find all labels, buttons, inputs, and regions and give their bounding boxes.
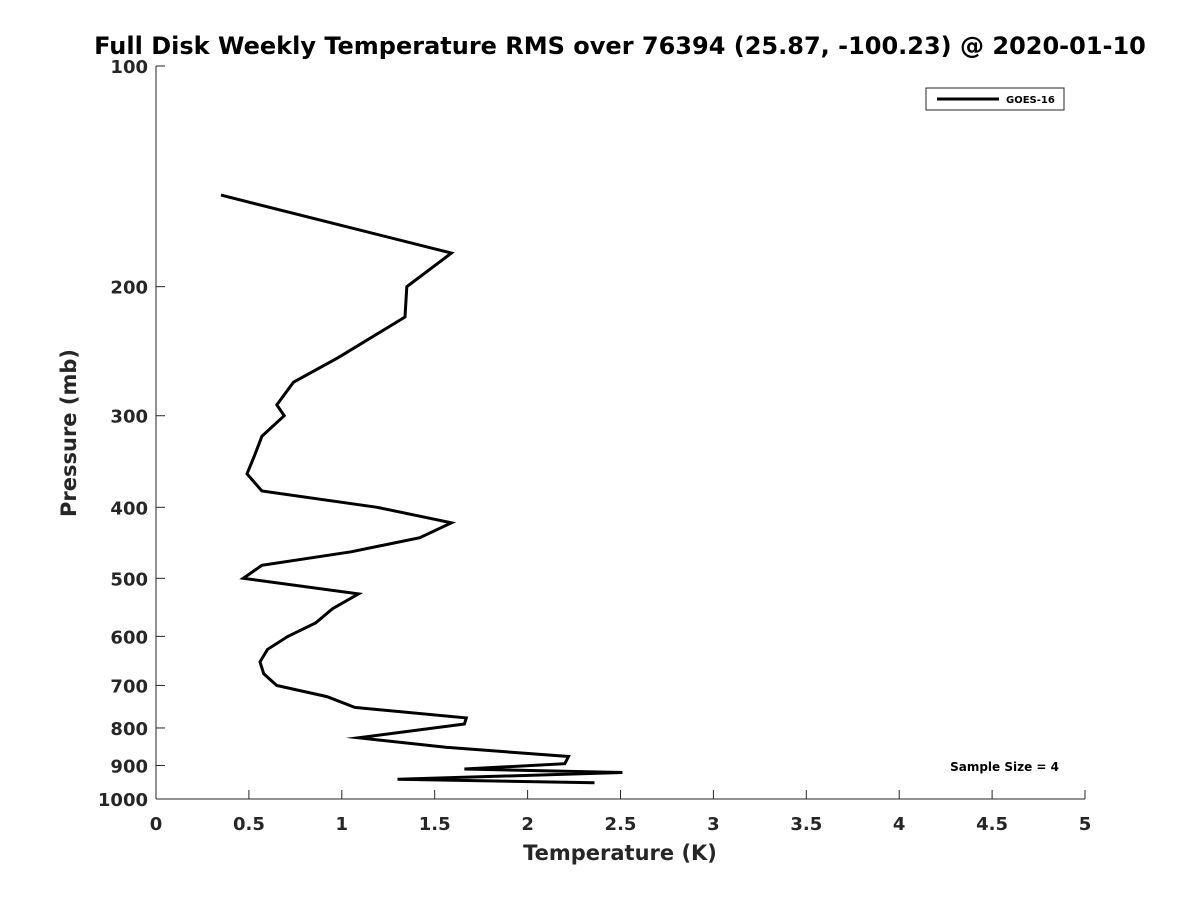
x-tick-label: 3 xyxy=(707,814,720,835)
y-tick-label: 800 xyxy=(110,719,148,740)
x-tick-label: 0.5 xyxy=(233,814,265,835)
x-tick-label: 4 xyxy=(893,814,906,835)
y-tick-label: 700 xyxy=(110,676,148,697)
x-tick-label: 2 xyxy=(521,814,534,835)
y-tick-label: 500 xyxy=(110,569,148,590)
y-tick-label: 100 xyxy=(110,57,148,78)
sample-size-annotation: Sample Size = 4 xyxy=(950,760,1059,774)
x-tick-label: 1 xyxy=(336,814,349,835)
y-tick-label: 200 xyxy=(110,278,148,299)
legend-entry-goes-16: GOES-16 xyxy=(1006,95,1055,106)
x-tick-label: 0 xyxy=(150,814,163,835)
x-ticks: 0 0.5 1 1.5 2 2.5 3 3.5 4 4.5 5 xyxy=(150,790,1092,835)
chart-title: Full Disk Weekly Temperature RMS over 76… xyxy=(94,32,1146,60)
x-tick-label: 2.5 xyxy=(605,814,637,835)
y-tick-label: 400 xyxy=(110,498,148,519)
y-axis-label: Pressure (mb) xyxy=(57,349,81,517)
y-ticks: 100 200 300 400 500 600 700 800 900 1000 xyxy=(98,57,165,811)
x-tick-label: 1.5 xyxy=(419,814,451,835)
y-tick-label: 600 xyxy=(110,627,148,648)
x-tick-label: 3.5 xyxy=(790,814,822,835)
x-axis-label: Temperature (K) xyxy=(523,841,717,865)
y-tick-label: 1000 xyxy=(98,790,148,811)
series-line-goes-16 xyxy=(220,193,623,785)
series-layer xyxy=(220,193,623,785)
y-tick-label: 900 xyxy=(110,756,148,777)
legend: GOES-16 xyxy=(925,87,1065,111)
x-tick-label: 4.5 xyxy=(976,814,1008,835)
x-tick-label: 5 xyxy=(1079,814,1092,835)
y-tick-label: 300 xyxy=(110,407,148,428)
